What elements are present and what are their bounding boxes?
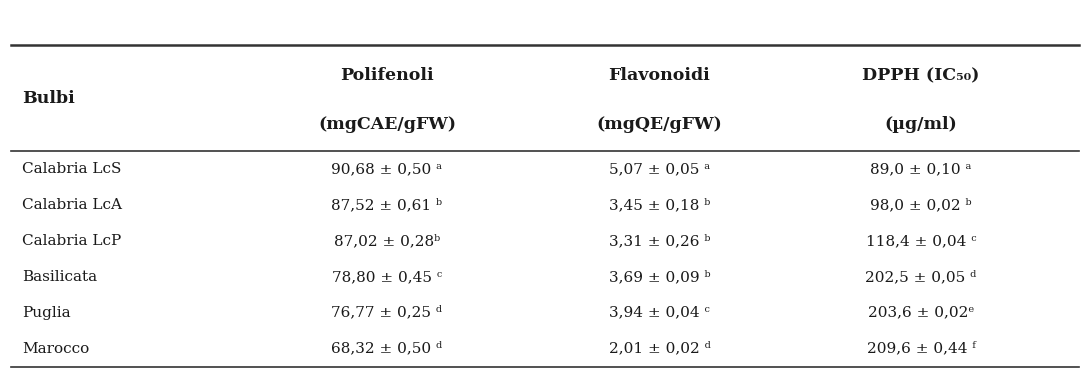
Text: (mgCAE/gFW): (mgCAE/gFW) <box>318 116 456 133</box>
Text: Calabria LcA: Calabria LcA <box>22 198 122 212</box>
Text: 118,4 ± 0,04 ᶜ: 118,4 ± 0,04 ᶜ <box>865 234 977 248</box>
Text: Basilicata: Basilicata <box>22 270 97 284</box>
Text: Marocco: Marocco <box>22 342 89 356</box>
Text: 3,45 ± 0,18 ᵇ: 3,45 ± 0,18 ᵇ <box>608 198 711 212</box>
Text: 203,6 ± 0,02ᵉ: 203,6 ± 0,02ᵉ <box>868 306 974 320</box>
Text: 209,6 ± 0,44 ᶠ: 209,6 ± 0,44 ᶠ <box>867 342 976 356</box>
Text: 3,69 ± 0,09 ᵇ: 3,69 ± 0,09 ᵇ <box>608 270 711 284</box>
Text: (µg/ml): (µg/ml) <box>885 116 957 133</box>
Text: 76,77 ± 0,25 ᵈ: 76,77 ± 0,25 ᵈ <box>331 306 443 320</box>
Text: 87,52 ± 0,61 ᵇ: 87,52 ± 0,61 ᵇ <box>331 198 443 212</box>
Text: 3,31 ± 0,26 ᵇ: 3,31 ± 0,26 ᵇ <box>608 234 711 248</box>
Text: 68,32 ± 0,50 ᵈ: 68,32 ± 0,50 ᵈ <box>331 342 443 356</box>
Text: 2,01 ± 0,02 ᵈ: 2,01 ± 0,02 ᵈ <box>608 342 711 356</box>
Text: (mgQE/gFW): (mgQE/gFW) <box>596 116 723 133</box>
Text: Bulbi: Bulbi <box>22 90 74 107</box>
Text: 202,5 ± 0,05 ᵈ: 202,5 ± 0,05 ᵈ <box>865 270 977 284</box>
Text: 78,80 ± 0,45 ᶜ: 78,80 ± 0,45 ᶜ <box>331 270 443 284</box>
Text: 89,0 ± 0,10 ᵃ: 89,0 ± 0,10 ᵃ <box>870 162 972 176</box>
Text: Puglia: Puglia <box>22 306 71 320</box>
Text: 87,02 ± 0,28ᵇ: 87,02 ± 0,28ᵇ <box>334 234 440 248</box>
Text: 90,68 ± 0,50 ᵃ: 90,68 ± 0,50 ᵃ <box>331 162 443 176</box>
Text: Flavonoidi: Flavonoidi <box>608 67 711 84</box>
Text: 5,07 ± 0,05 ᵃ: 5,07 ± 0,05 ᵃ <box>609 162 710 176</box>
Text: DPPH (IC₅₀): DPPH (IC₅₀) <box>862 67 980 84</box>
Text: Calabria LcS: Calabria LcS <box>22 162 121 176</box>
Text: Calabria LcP: Calabria LcP <box>22 234 121 248</box>
Text: 3,94 ± 0,04 ᶜ: 3,94 ± 0,04 ᶜ <box>609 306 710 320</box>
Text: Polifenoli: Polifenoli <box>340 67 434 84</box>
Text: 98,0 ± 0,02 ᵇ: 98,0 ± 0,02 ᵇ <box>870 198 972 212</box>
